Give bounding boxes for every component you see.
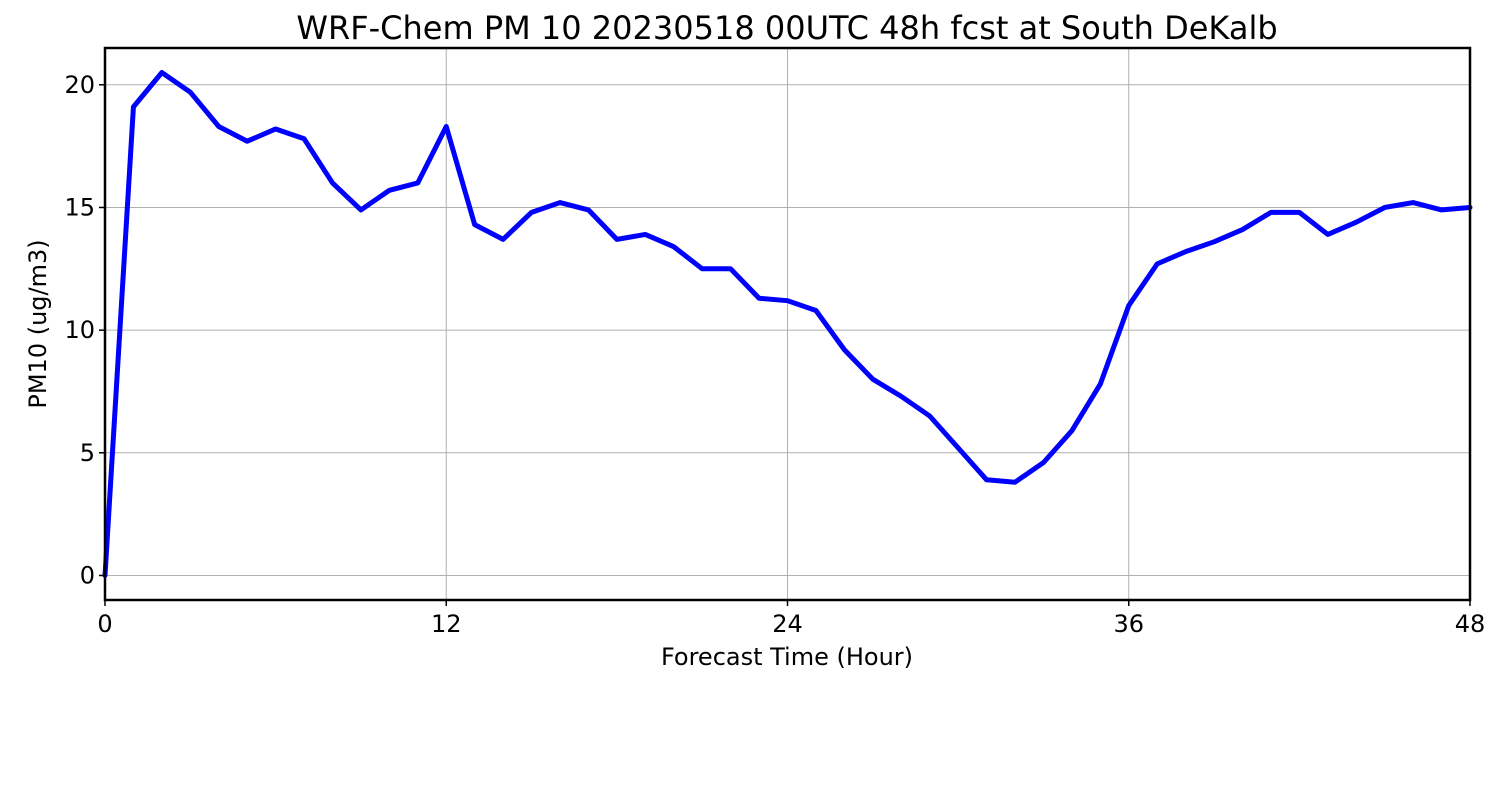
x-tick-label: 48	[1455, 610, 1486, 638]
y-tick-label: 20	[64, 71, 95, 99]
chart-title: WRF-Chem PM 10 20230518 00UTC 48h fcst a…	[296, 9, 1277, 47]
y-axis: 0 5 10 15 20	[64, 71, 105, 589]
x-axis-label: Forecast Time (Hour)	[661, 643, 913, 671]
y-tick-label: 10	[64, 316, 95, 344]
x-axis: 0 12 24 36 48	[97, 600, 1485, 638]
y-axis-label: PM10 (ug/m3)	[24, 239, 52, 408]
y-tick-label: 15	[64, 193, 95, 221]
x-tick-label: 12	[431, 610, 462, 638]
x-tick-label: 36	[1113, 610, 1144, 638]
series-layer	[102, 70, 1473, 578]
pm10-series-line	[102, 70, 1473, 578]
y-tick-label: 5	[80, 439, 95, 467]
y-tick-label: 0	[80, 561, 95, 589]
x-tick-label: 24	[772, 610, 803, 638]
x-tick-label: 0	[97, 610, 112, 638]
